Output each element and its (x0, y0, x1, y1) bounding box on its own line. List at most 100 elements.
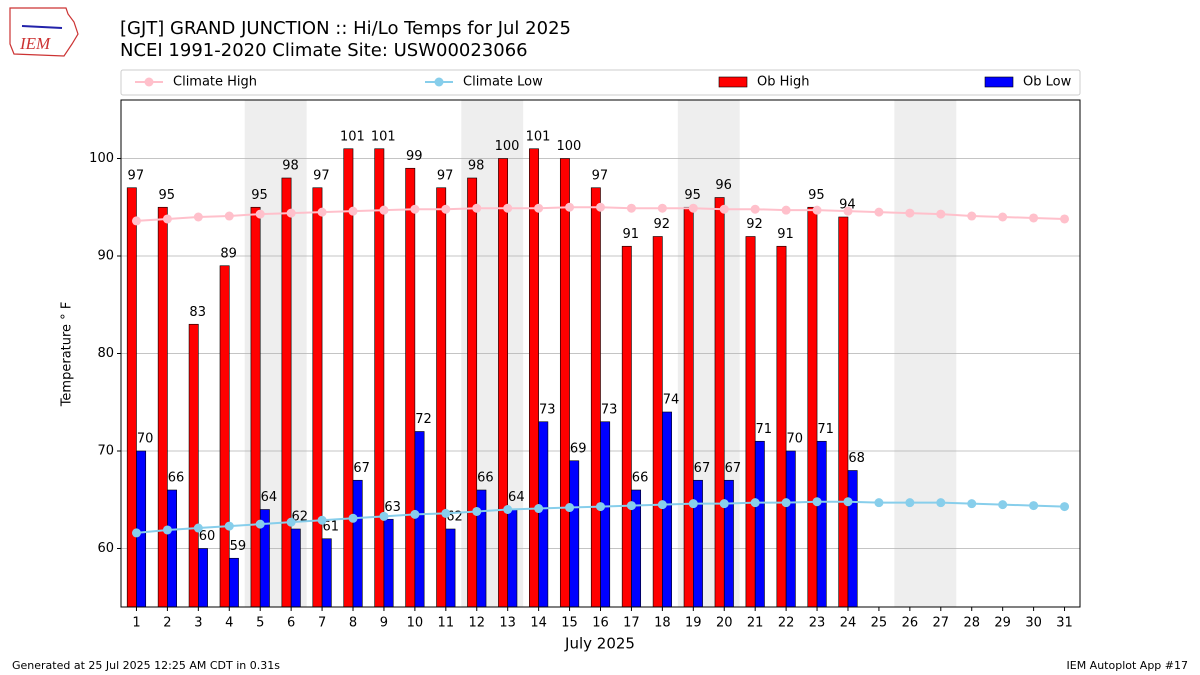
point (657, 500, 667, 510)
point (286, 517, 296, 527)
x-tick-label: 22 (778, 616, 795, 631)
x-tick-label: 9 (380, 616, 388, 631)
x-tick-label: 20 (716, 616, 733, 631)
point (874, 498, 884, 508)
point (1029, 501, 1039, 511)
value-label: 73 (539, 402, 556, 417)
bar (188, 323, 199, 608)
bar (838, 216, 849, 608)
point (905, 208, 915, 218)
value-label: 99 (406, 149, 423, 164)
value-label: 97 (128, 168, 145, 183)
bar (445, 528, 456, 608)
bar (559, 158, 570, 608)
value-label: 59 (230, 539, 247, 554)
point (688, 203, 698, 213)
legend-swatch (984, 76, 1014, 88)
bar (498, 158, 508, 608)
y-axis-label: Temperature ° F (60, 302, 75, 408)
point (812, 205, 822, 215)
y-tick-label: 100 (89, 151, 114, 166)
value-label: 95 (158, 188, 175, 203)
legend-marker (434, 77, 444, 87)
value-label: 64 (508, 490, 525, 505)
bar (405, 167, 416, 608)
logo-text: IEM (19, 34, 51, 53)
x-tick-label: 7 (318, 616, 326, 631)
bar (250, 206, 261, 608)
point (812, 497, 822, 507)
point (410, 509, 420, 519)
point (596, 502, 605, 512)
x-tick-label: 28 (963, 616, 980, 631)
point (503, 203, 513, 213)
x-tick-label: 3 (194, 616, 202, 631)
plot-frame (120, 99, 1081, 608)
value-label: 89 (220, 246, 237, 261)
point (719, 499, 729, 509)
value-label: 92 (746, 217, 763, 232)
value-label: 66 (168, 471, 185, 486)
value-label: 66 (477, 471, 494, 486)
value-label: 98 (282, 159, 299, 174)
footer-left: Generated at 25 Jul 2025 12:25 AM CDT in… (12, 659, 280, 672)
value-label: 67 (694, 461, 711, 476)
value-label: 66 (632, 471, 649, 486)
chart-title: [GJT] GRAND JUNCTION :: Hi/Lo Temps for … (120, 18, 571, 39)
point (162, 214, 172, 224)
legend-label: Climate High (173, 75, 257, 90)
value-label: 69 (570, 441, 587, 456)
point (874, 207, 884, 217)
bar (383, 518, 394, 608)
legend-label: Ob High (757, 75, 810, 90)
point (379, 511, 389, 521)
bar (776, 245, 787, 608)
point (843, 206, 853, 216)
point (998, 212, 1008, 222)
value-label: 95 (808, 188, 825, 203)
x-tick-label: 1 (132, 616, 140, 631)
legend-label: Climate Low (463, 75, 543, 90)
bar (600, 421, 611, 608)
y-tick-label: 70 (97, 444, 114, 459)
bar (290, 528, 301, 608)
value-label: 101 (526, 129, 551, 144)
point (1060, 214, 1070, 224)
bar (507, 509, 518, 608)
point (750, 498, 760, 508)
x-tick-label: 31 (1056, 616, 1073, 631)
point (131, 528, 141, 538)
bar (167, 489, 177, 608)
point (441, 508, 451, 518)
bar (126, 187, 137, 608)
value-label: 67 (725, 461, 742, 476)
point (781, 205, 791, 215)
x-tick-label: 16 (592, 616, 609, 631)
value-label: 72 (415, 412, 432, 427)
point (317, 515, 327, 525)
bar (374, 148, 385, 608)
point (255, 209, 265, 219)
x-tick-label: 18 (654, 616, 671, 631)
bar (847, 470, 858, 608)
point (379, 205, 389, 215)
point (317, 207, 327, 217)
bar (723, 479, 734, 608)
bar (467, 177, 478, 608)
x-tick-label: 24 (840, 616, 857, 631)
value-label: 73 (601, 402, 618, 417)
point (565, 202, 575, 212)
bar (807, 206, 818, 608)
value-label: 97 (437, 168, 454, 183)
logo: IEM (9, 7, 79, 57)
value-label: 95 (684, 188, 701, 203)
x-tick-label: 8 (349, 616, 357, 631)
bar (228, 557, 239, 608)
value-label: 100 (495, 139, 520, 154)
point (565, 503, 575, 513)
value-label: 74 (663, 393, 680, 408)
point (472, 506, 482, 516)
value-label: 63 (384, 500, 401, 515)
value-label: 100 (557, 139, 582, 154)
